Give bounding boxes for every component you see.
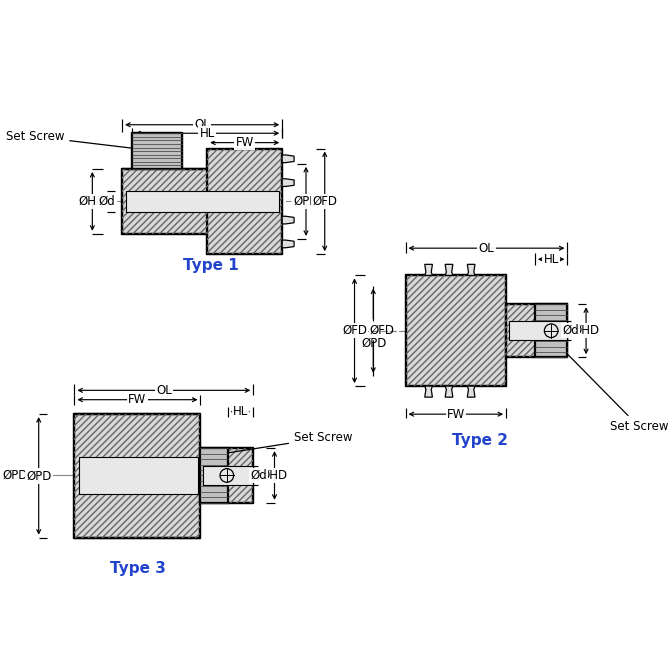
Text: FW: FW — [447, 407, 465, 421]
Bar — [74, 414, 200, 537]
Polygon shape — [425, 386, 432, 397]
Bar — [78, 457, 198, 494]
Text: FW: FW — [129, 393, 147, 406]
Polygon shape — [282, 179, 294, 186]
Text: Ød: Ød — [562, 324, 579, 337]
Text: ØHD: ØHD — [572, 324, 600, 337]
Text: FW: FW — [236, 136, 254, 149]
Text: ØPD: ØPD — [26, 470, 52, 482]
Text: ØPD: ØPD — [361, 337, 387, 350]
Polygon shape — [425, 265, 432, 275]
Polygon shape — [445, 265, 453, 275]
Bar — [509, 322, 567, 340]
Bar — [133, 133, 182, 169]
Bar — [506, 304, 567, 357]
Bar — [122, 169, 207, 234]
Bar — [200, 448, 253, 502]
Text: Set Screw: Set Screw — [554, 340, 669, 433]
Bar — [506, 304, 567, 357]
Bar — [535, 304, 567, 357]
Text: HL: HL — [543, 253, 559, 266]
Bar — [74, 414, 200, 537]
Polygon shape — [467, 386, 475, 397]
Polygon shape — [282, 216, 294, 224]
Text: Ød: Ød — [98, 195, 115, 208]
Text: OL: OL — [156, 384, 172, 397]
Text: OL: OL — [194, 118, 210, 131]
Text: ØFD: ØFD — [342, 324, 367, 337]
Bar — [207, 149, 282, 254]
Polygon shape — [445, 386, 453, 397]
Bar — [125, 191, 279, 212]
Text: ØPD: ØPD — [293, 195, 319, 208]
Bar — [207, 149, 282, 254]
Text: ØHD: ØHD — [261, 469, 288, 482]
Bar — [203, 466, 253, 485]
Bar — [122, 169, 207, 234]
Text: ØFD: ØFD — [312, 195, 337, 208]
Bar — [405, 275, 506, 386]
Bar — [405, 275, 506, 386]
Text: HL: HL — [200, 127, 215, 140]
Text: Type 3: Type 3 — [109, 561, 165, 576]
Text: ØHD: ØHD — [79, 195, 106, 208]
Text: Type 2: Type 2 — [452, 433, 508, 448]
Text: Set Screw: Set Screw — [6, 130, 153, 152]
Polygon shape — [467, 265, 475, 275]
Text: Ød: Ød — [250, 469, 267, 482]
Polygon shape — [282, 240, 294, 248]
Bar — [200, 448, 253, 502]
Text: HL: HL — [233, 405, 248, 418]
Text: ØFD: ØFD — [370, 324, 395, 337]
Text: Set Screw: Set Screw — [218, 431, 352, 456]
Bar — [200, 448, 228, 502]
Text: OL: OL — [478, 242, 494, 255]
Text: Type 1: Type 1 — [183, 257, 239, 273]
Text: ØPD: ØPD — [2, 469, 27, 482]
Polygon shape — [282, 155, 294, 163]
